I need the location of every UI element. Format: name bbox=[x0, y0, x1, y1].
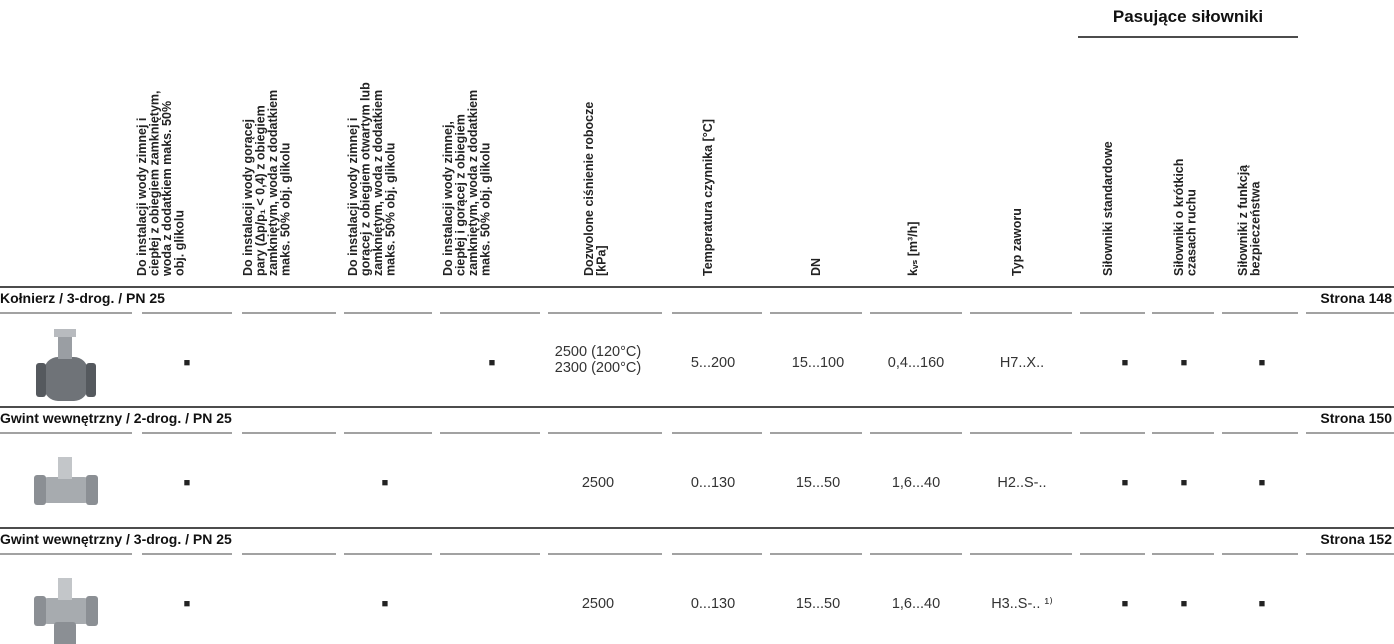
cell-value: 1,6...40 bbox=[892, 475, 940, 491]
bullet: ■ bbox=[382, 598, 389, 610]
valve-neck bbox=[58, 578, 72, 600]
valve-image bbox=[34, 457, 98, 505]
valve-end bbox=[34, 475, 46, 505]
page-ref: Strona 148 bbox=[1320, 290, 1392, 306]
column-header: Siłowniki z funkcją bbox=[1236, 164, 1250, 276]
valve-flange bbox=[86, 363, 96, 397]
cell-value: H2..S-.. bbox=[997, 475, 1046, 491]
column-header: obj. glikolu bbox=[173, 210, 187, 276]
bullet: ■ bbox=[1181, 598, 1188, 610]
bullet: ■ bbox=[184, 598, 191, 610]
section-title: Gwint wewnętrzny / 2-drog. / PN 25 bbox=[0, 410, 232, 426]
valve-body bbox=[38, 477, 94, 503]
valve-top bbox=[54, 329, 76, 337]
valve-image bbox=[34, 578, 98, 644]
column-header: Siłowniki standardowe bbox=[1101, 141, 1115, 276]
cell-value: 15...50 bbox=[796, 596, 840, 612]
cell-value: 2500 bbox=[582, 596, 614, 612]
bullet: ■ bbox=[184, 477, 191, 489]
valve-image bbox=[36, 329, 96, 401]
cell-value: 15...50 bbox=[796, 475, 840, 491]
valve-end bbox=[54, 622, 76, 644]
valve-end bbox=[34, 596, 46, 626]
cell-value: 2500 bbox=[582, 475, 614, 491]
cell-value: 0...130 bbox=[691, 596, 735, 612]
column-header: maks. 50% obj. glikolu bbox=[384, 143, 398, 276]
column-header: Do instalacji wody zimnej i bbox=[135, 118, 149, 276]
valve-end bbox=[86, 596, 98, 626]
bullet: ■ bbox=[1122, 477, 1129, 489]
bullet: ■ bbox=[382, 477, 389, 489]
column-header: Temperatura czynnika [°C] bbox=[701, 119, 715, 276]
cell-value: 5...200 bbox=[691, 355, 735, 371]
column-header: czasach ruchu bbox=[1185, 189, 1199, 276]
valve-neck bbox=[58, 335, 72, 359]
cell-value: 0...130 bbox=[691, 475, 735, 491]
bullet: ■ bbox=[1181, 357, 1188, 369]
column-header: Do instalacji wody zimnej i bbox=[346, 118, 360, 276]
column-header: maks. 50% obj. glikolu bbox=[479, 143, 493, 276]
column-header: zamkniętym, woda z dodatkiem bbox=[266, 90, 280, 276]
page-ref: Strona 152 bbox=[1320, 531, 1392, 547]
bullet: ■ bbox=[1259, 357, 1266, 369]
valve-end bbox=[86, 475, 98, 505]
column-header: pary (Δp/p₁ < 0,4) z obiegiem bbox=[254, 105, 268, 276]
column-header: Dozwolone ciśnienie robocze bbox=[582, 102, 596, 276]
valve-body bbox=[38, 598, 94, 624]
column-header: kᵥₛ [m³/h] bbox=[906, 222, 920, 276]
valve-body bbox=[44, 357, 88, 401]
column-header: ciepłej z obiegiem zamkniętym, bbox=[148, 91, 162, 276]
cell-value: 2300 (200°C) bbox=[555, 360, 641, 376]
cell-value: 2500 (120°C) bbox=[555, 344, 641, 360]
cell-value: 15...100 bbox=[792, 355, 844, 371]
section-title: Gwint wewnętrzny / 3-drog. / PN 25 bbox=[0, 531, 232, 547]
bullet: ■ bbox=[489, 357, 496, 369]
column-header: woda z dodatkiem maks. 50% bbox=[160, 101, 174, 277]
group-header: Pasujące siłowniki bbox=[1113, 7, 1263, 26]
column-header: zamkniętym, woda z dodatkiem bbox=[466, 90, 480, 276]
bullet: ■ bbox=[1122, 598, 1129, 610]
column-header: gorącej z obiegiem otwartym lub bbox=[359, 82, 373, 276]
page-ref: Strona 150 bbox=[1320, 410, 1392, 426]
column-header: Siłowniki o krótkich bbox=[1172, 159, 1186, 276]
bullet: ■ bbox=[1122, 357, 1129, 369]
valve-flange bbox=[36, 363, 46, 397]
cell-value: 1,6...40 bbox=[892, 596, 940, 612]
column-header: bezpieczeństwa bbox=[1249, 180, 1263, 276]
column-header: [kPa] bbox=[595, 245, 609, 276]
column-header: maks. 50% obj. glikolu bbox=[279, 143, 293, 276]
column-header: Typ zaworu bbox=[1010, 208, 1024, 276]
bullet: ■ bbox=[1181, 477, 1188, 489]
column-header: Do instalacji wody gorącej bbox=[241, 119, 255, 276]
column-header: ciepłej i gorącej z obiegiem bbox=[454, 114, 468, 276]
cell-value: H3..S-.. ¹⁾ bbox=[991, 596, 1053, 612]
column-header: DN bbox=[809, 258, 823, 276]
section-title: Kołnierz / 3-drog. / PN 25 bbox=[0, 290, 165, 306]
bullet: ■ bbox=[184, 357, 191, 369]
valve-neck bbox=[58, 457, 72, 479]
column-header: zamkniętym, woda z dodatkiem bbox=[371, 90, 385, 276]
bullet: ■ bbox=[1259, 477, 1266, 489]
cell-value: 0,4...160 bbox=[888, 355, 944, 371]
cell-value: H7..X.. bbox=[1000, 355, 1044, 371]
column-header: Do instalacji wody zimnej, bbox=[441, 121, 455, 276]
bullet: ■ bbox=[1259, 598, 1266, 610]
